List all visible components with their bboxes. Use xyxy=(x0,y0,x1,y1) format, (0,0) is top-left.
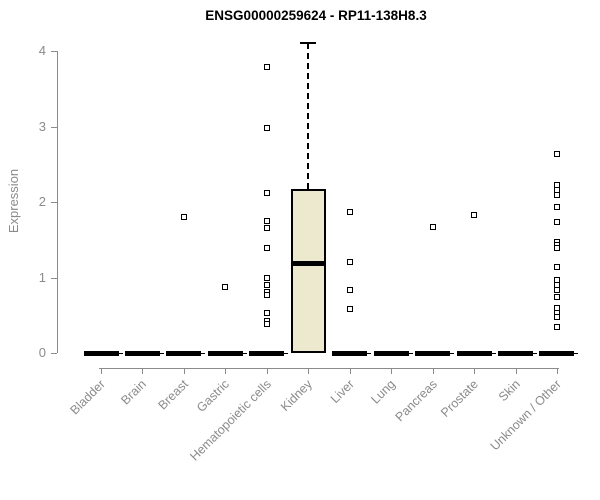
outlier-point xyxy=(553,204,560,211)
x-axis-tick xyxy=(349,368,351,374)
zero-bar-tail xyxy=(201,352,206,354)
outlier-point xyxy=(553,313,560,320)
y-axis-tick xyxy=(51,126,57,128)
x-axis-tick xyxy=(515,368,517,374)
zero-bar-tail xyxy=(367,352,372,354)
outlier-point xyxy=(263,189,270,196)
y-tick-label: 0 xyxy=(38,345,46,360)
outlier-point xyxy=(263,275,270,282)
x-axis-tick xyxy=(432,368,434,374)
x-axis-tick xyxy=(308,368,310,374)
outlier-point xyxy=(553,294,560,301)
outlier-point xyxy=(263,217,270,224)
x-axis-tick xyxy=(556,368,558,374)
outlier-point xyxy=(346,287,353,294)
y-tick-label: 3 xyxy=(38,118,46,134)
zero-bar-tail xyxy=(533,352,537,354)
outlier-point xyxy=(263,291,270,298)
x-axis-tick xyxy=(266,368,268,374)
outlier-point xyxy=(222,284,229,291)
zero-median-bar xyxy=(456,350,496,356)
outlier-point xyxy=(553,219,560,226)
x-axis-tick xyxy=(474,368,476,374)
outlier-point xyxy=(429,223,436,230)
y-axis-line xyxy=(57,51,58,353)
zero-median-bar xyxy=(83,350,123,356)
whisker-cap xyxy=(300,42,317,45)
outlier-point xyxy=(346,306,353,313)
outlier-point xyxy=(553,245,560,252)
x-axis-tick xyxy=(391,368,393,374)
outlier-point xyxy=(263,224,270,231)
chart-title: ENSG00000259624 - RP11-138H8.3 xyxy=(205,8,427,23)
outlier-point xyxy=(263,63,270,70)
y-tick-label: 1 xyxy=(38,269,46,285)
zero-median-bar xyxy=(415,350,455,356)
zero-median-bar xyxy=(373,350,413,356)
outlier-point xyxy=(553,287,560,294)
zero-bar-tail xyxy=(284,352,289,354)
outlier-point xyxy=(263,282,270,289)
outlier-point xyxy=(263,309,270,316)
zero-median-bar xyxy=(498,350,537,356)
zero-median-bar xyxy=(124,350,164,356)
x-axis-tick xyxy=(183,368,185,374)
outlier-point xyxy=(263,125,270,131)
outlier-point xyxy=(346,258,353,265)
x-tick-label-unknown-other: Unknown / Other xyxy=(487,377,564,454)
outlier-point xyxy=(471,211,478,218)
upper-whisker xyxy=(307,43,310,190)
zero-median-bar xyxy=(249,350,289,356)
outlier-point xyxy=(346,208,353,215)
y-tick-label: 2 xyxy=(38,194,46,209)
outlier-point xyxy=(180,214,187,221)
y-tick-label: 4 xyxy=(38,43,46,58)
x-axis-tick xyxy=(101,368,102,374)
zero-bar-tail xyxy=(159,352,164,354)
outlier-point xyxy=(263,245,270,252)
zero-median-bar xyxy=(332,350,372,356)
zero-bar-tail xyxy=(408,352,413,354)
outlier-point xyxy=(553,324,560,331)
zero-median-bar xyxy=(166,350,206,356)
y-axis-tick xyxy=(51,353,57,354)
box-kidney xyxy=(290,189,326,353)
zero-bar-tail xyxy=(574,352,579,354)
median-line xyxy=(290,261,326,267)
outlier-point xyxy=(553,150,560,157)
zero-bar-tail xyxy=(450,352,455,354)
zero-median-bar xyxy=(207,350,247,356)
y-axis-tick xyxy=(51,202,57,203)
x-axis-tick xyxy=(142,368,144,374)
zero-median-bar xyxy=(539,350,579,356)
y-axis-tick xyxy=(51,51,57,52)
zero-bar-tail xyxy=(242,352,247,354)
y-axis-tick xyxy=(51,277,57,279)
outlier-point xyxy=(553,263,560,270)
x-axis-tick xyxy=(225,368,227,374)
zero-bar-tail xyxy=(118,352,123,354)
outlier-point xyxy=(553,192,560,199)
x-axis-line xyxy=(99,368,559,369)
zero-bar-tail xyxy=(491,352,496,354)
outlier-point xyxy=(263,321,270,328)
